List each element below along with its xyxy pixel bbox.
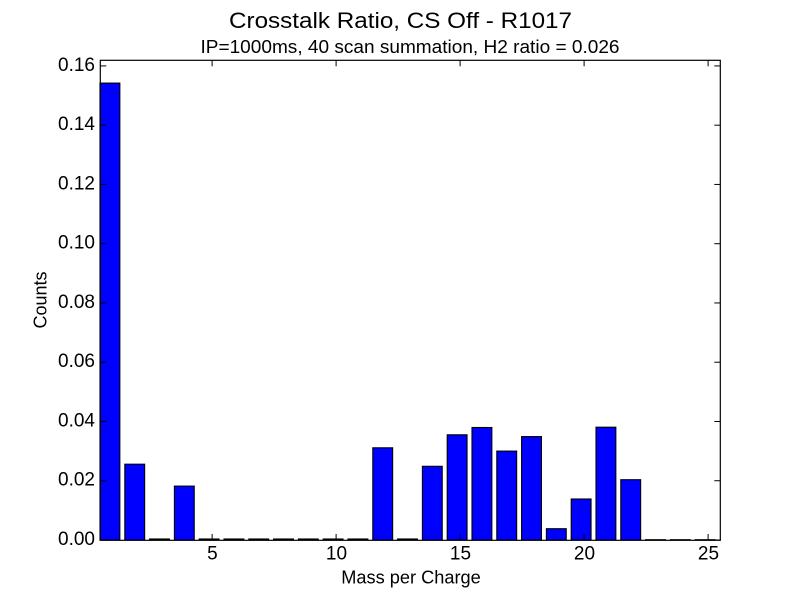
svg-text:Mass per Charge: Mass per Charge	[341, 567, 481, 587]
svg-text:5: 5	[207, 543, 218, 564]
svg-text:0.14: 0.14	[58, 114, 95, 135]
svg-text:0.12: 0.12	[58, 173, 95, 194]
svg-text:10: 10	[326, 543, 347, 564]
svg-text:0.16: 0.16	[58, 55, 95, 76]
svg-text:Counts: Counts	[31, 271, 51, 328]
svg-text:0.06: 0.06	[58, 351, 95, 372]
svg-text:Crosstalk Ratio, CS Off - R101: Crosstalk Ratio, CS Off - R1017	[229, 8, 572, 33]
svg-text:20: 20	[574, 543, 595, 564]
svg-text:0.08: 0.08	[58, 292, 95, 313]
svg-text:15: 15	[450, 543, 471, 564]
svg-text:0.00: 0.00	[58, 529, 95, 550]
svg-text:IP=1000ms, 40 scan summation,: IP=1000ms, 40 scan summation, H2 ratio =…	[201, 37, 620, 57]
svg-text:0.10: 0.10	[58, 233, 95, 254]
svg-text:0.04: 0.04	[58, 411, 95, 432]
svg-text:25: 25	[698, 543, 719, 564]
svg-text:0.02: 0.02	[58, 470, 95, 491]
